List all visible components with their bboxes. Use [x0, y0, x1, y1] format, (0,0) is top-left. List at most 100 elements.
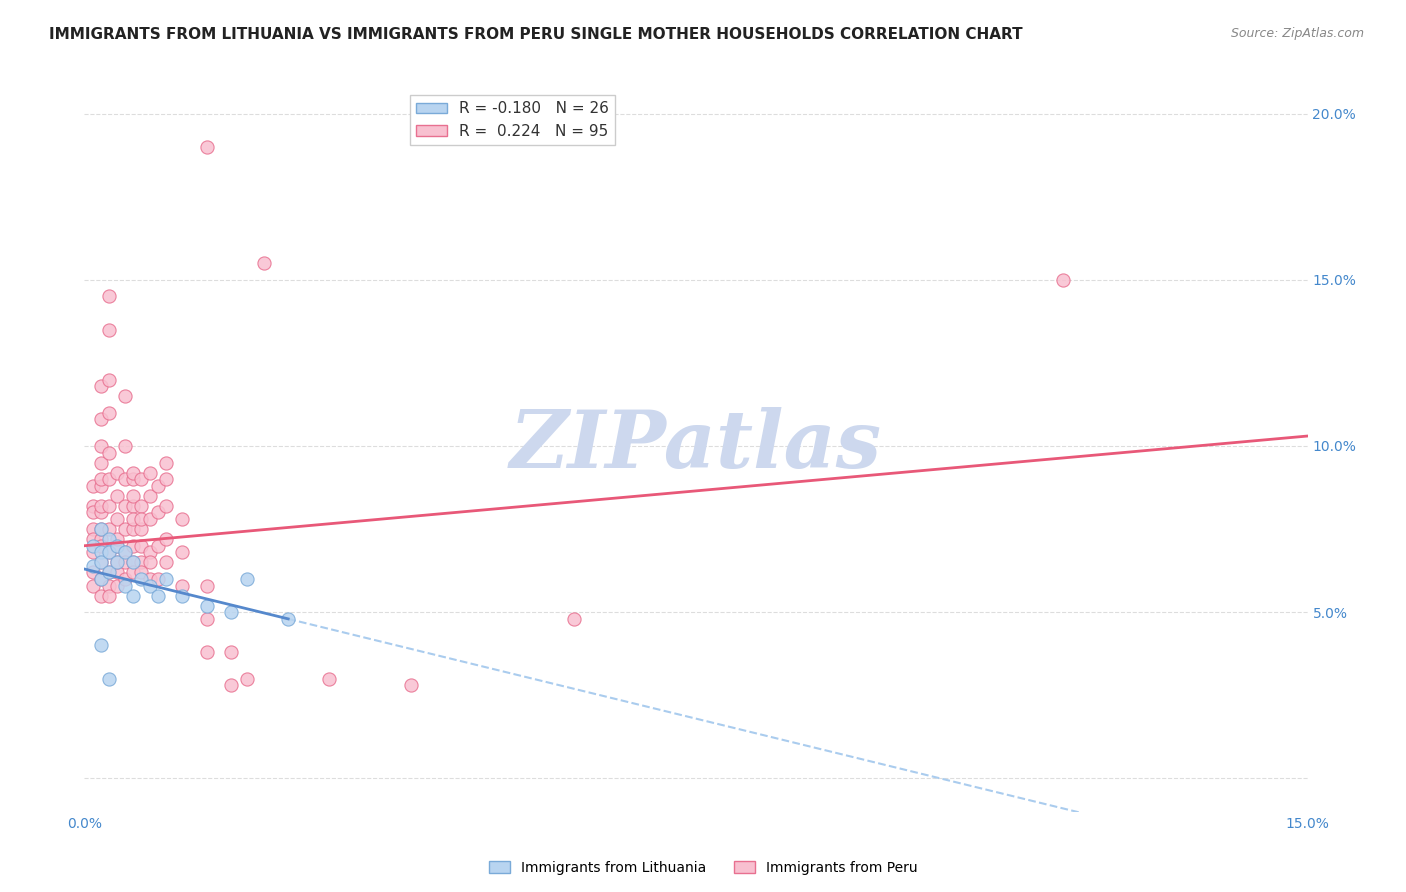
Point: [562, 612, 585, 626]
Point: [131, 512, 153, 526]
Point: [131, 472, 153, 486]
Point: [195, 645, 218, 659]
Point: [90, 522, 112, 536]
Point: [236, 672, 259, 686]
Point: [172, 589, 194, 603]
Point: [105, 539, 128, 553]
Point: [195, 140, 218, 154]
Point: [90, 639, 112, 653]
Point: [82, 506, 104, 520]
Point: [82, 566, 104, 580]
Point: [131, 522, 153, 536]
Point: [97, 545, 120, 559]
Point: [97, 372, 120, 386]
Point: [105, 489, 128, 503]
Point: [195, 579, 218, 593]
Point: [97, 445, 120, 459]
Point: [138, 572, 160, 586]
Point: [90, 555, 112, 569]
Point: [114, 545, 136, 559]
Point: [155, 472, 177, 486]
Point: [97, 499, 120, 513]
Point: [114, 522, 136, 536]
Point: [138, 512, 160, 526]
Point: [90, 379, 112, 393]
Point: [90, 439, 112, 453]
Point: [97, 522, 120, 536]
Point: [97, 566, 120, 580]
Point: [105, 512, 128, 526]
Point: [253, 256, 276, 270]
Point: [277, 612, 299, 626]
Point: [172, 579, 194, 593]
Point: [97, 579, 120, 593]
Point: [97, 589, 120, 603]
Point: [138, 466, 160, 480]
Point: [122, 589, 145, 603]
Point: [172, 512, 194, 526]
Text: Source: ZipAtlas.com: Source: ZipAtlas.com: [1230, 27, 1364, 40]
Legend: Immigrants from Lithuania, Immigrants from Peru: Immigrants from Lithuania, Immigrants fr…: [484, 855, 922, 880]
Point: [131, 499, 153, 513]
Point: [82, 479, 104, 493]
Point: [155, 532, 177, 546]
Point: [146, 506, 169, 520]
Point: [90, 412, 112, 426]
Point: [122, 466, 145, 480]
Point: [146, 539, 169, 553]
Point: [90, 589, 112, 603]
Point: [114, 545, 136, 559]
Point: [114, 572, 136, 586]
Point: [90, 506, 112, 520]
Point: [155, 456, 177, 470]
Point: [122, 499, 145, 513]
Point: [122, 489, 145, 503]
Point: [122, 555, 145, 569]
Point: [97, 289, 120, 303]
Point: [82, 545, 104, 559]
Point: [82, 522, 104, 536]
Point: [90, 479, 112, 493]
Point: [90, 555, 112, 569]
Point: [90, 499, 112, 513]
Legend: R = -0.180   N = 26, R =  0.224   N = 95: R = -0.180 N = 26, R = 0.224 N = 95: [411, 95, 614, 145]
Point: [90, 545, 112, 559]
Point: [90, 532, 112, 546]
Point: [97, 323, 120, 337]
Point: [97, 545, 120, 559]
Point: [131, 539, 153, 553]
Point: [82, 499, 104, 513]
Point: [155, 572, 177, 586]
Point: [105, 555, 128, 569]
Point: [195, 599, 218, 613]
Point: [97, 566, 120, 580]
Point: [122, 566, 145, 580]
Point: [90, 572, 112, 586]
Point: [1052, 273, 1074, 287]
Point: [90, 572, 112, 586]
Point: [236, 572, 259, 586]
Point: [219, 645, 242, 659]
Point: [131, 566, 153, 580]
Point: [146, 589, 169, 603]
Point: [90, 539, 112, 553]
Point: [82, 532, 104, 546]
Point: [105, 539, 128, 553]
Point: [82, 539, 104, 553]
Point: [219, 605, 242, 619]
Point: [155, 499, 177, 513]
Point: [131, 572, 153, 586]
Point: [114, 555, 136, 569]
Point: [146, 479, 169, 493]
Point: [122, 472, 145, 486]
Point: [97, 472, 120, 486]
Point: [105, 466, 128, 480]
Point: [122, 512, 145, 526]
Point: [195, 612, 218, 626]
Point: [138, 555, 160, 569]
Point: [82, 579, 104, 593]
Point: [318, 672, 340, 686]
Point: [114, 389, 136, 403]
Point: [138, 489, 160, 503]
Point: [122, 555, 145, 569]
